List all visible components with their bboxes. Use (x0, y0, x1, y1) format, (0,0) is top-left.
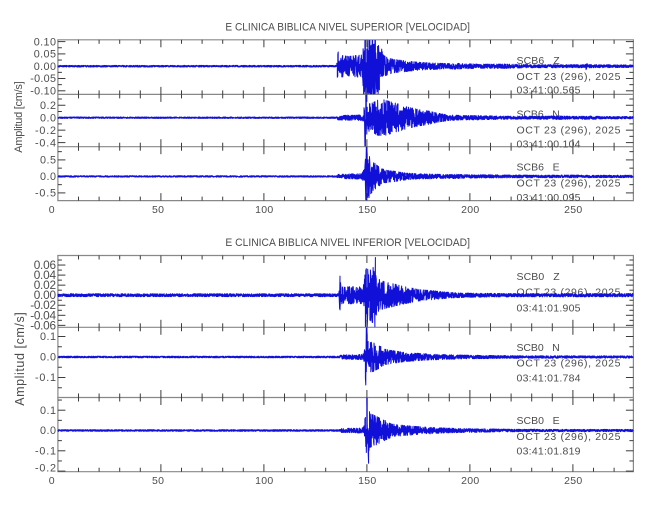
svg-text:Amplitud [cm/s]: Amplitud [cm/s] (13, 81, 25, 152)
svg-text:0.05: 0.05 (34, 49, 56, 61)
svg-text:-0.4: -0.4 (35, 137, 56, 149)
svg-text:0.5: 0.5 (40, 155, 56, 167)
svg-text:-0.1: -0.1 (35, 446, 56, 458)
svg-text:50: 50 (152, 475, 164, 487)
svg-text:03:41:00.565: 03:41:00.565 (517, 85, 581, 97)
svg-text:-0.02: -0.02 (30, 298, 56, 312)
svg-text:SCB6 Z: SCB6 Z (517, 55, 561, 67)
svg-text:-0.2: -0.2 (35, 463, 56, 475)
svg-text:200: 200 (461, 475, 479, 487)
svg-text:-0.1: -0.1 (35, 372, 56, 384)
svg-text:E CLINICA BIBLICA NIVEL SUPERI: E CLINICA BIBLICA NIVEL SUPERIOR [VELOCI… (225, 22, 470, 34)
svg-text:OCT 23 (296), 2025: OCT 23 (296), 2025 (517, 358, 621, 370)
svg-text:03:41:00.104: 03:41:00.104 (517, 138, 581, 150)
svg-text:SCB0 Z: SCB0 Z (517, 271, 561, 283)
svg-text:OCT 23 (296), 2025: OCT 23 (296), 2025 (517, 125, 621, 137)
svg-text:SCB6 E: SCB6 E (517, 161, 560, 173)
svg-text:150: 150 (358, 204, 376, 216)
svg-text:-0.05: -0.05 (30, 73, 56, 85)
svg-text:-0.2: -0.2 (35, 125, 56, 137)
svg-text:03:41:01.905: 03:41:01.905 (517, 303, 581, 315)
svg-text:0.1: 0.1 (40, 405, 56, 417)
svg-text:0.0: 0.0 (40, 171, 56, 183)
svg-text:0.1: 0.1 (40, 331, 56, 343)
svg-text:SCB0 N: SCB0 N (517, 342, 560, 354)
svg-text:0.2: 0.2 (40, 100, 56, 112)
svg-text:-0.04: -0.04 (30, 308, 56, 322)
svg-text:0.06: 0.06 (34, 258, 57, 272)
svg-text:OCT 23 (296), 2025: OCT 23 (296), 2025 (517, 178, 621, 190)
svg-text:250: 250 (564, 204, 582, 216)
svg-text:100: 100 (255, 475, 273, 487)
svg-text:SCB0 E: SCB0 E (517, 415, 560, 427)
svg-text:50: 50 (152, 204, 164, 216)
svg-text:200: 200 (461, 204, 479, 216)
svg-text:OCT 23 (296), 2025: OCT 23 (296), 2025 (517, 431, 621, 443)
svg-text:0.00: 0.00 (34, 288, 57, 302)
svg-text:03:41:00.095: 03:41:00.095 (517, 192, 581, 204)
svg-text:-0.06: -0.06 (30, 318, 56, 332)
svg-text:-0.10: -0.10 (30, 86, 56, 98)
svg-text:0.0: 0.0 (40, 352, 56, 364)
svg-text:03:41:01.784: 03:41:01.784 (517, 373, 581, 385)
svg-text:0: 0 (49, 475, 55, 487)
svg-text:0.10: 0.10 (34, 36, 56, 48)
svg-text:OCT 23 (296), 2025: OCT 23 (296), 2025 (517, 71, 621, 83)
svg-text:03:41:01.819: 03:41:01.819 (517, 446, 581, 458)
svg-text:-0.5: -0.5 (35, 188, 56, 200)
svg-text:E CLINICA BIBLICA NIVEL INFERI: E CLINICA BIBLICA NIVEL INFERIOR [VELOCI… (225, 237, 470, 249)
svg-text:250: 250 (564, 475, 582, 487)
svg-text:100: 100 (255, 204, 273, 216)
svg-text:0.00: 0.00 (34, 61, 56, 73)
svg-text:0: 0 (49, 204, 55, 216)
svg-text:0.02: 0.02 (34, 278, 56, 292)
svg-text:0.0: 0.0 (40, 112, 56, 124)
svg-text:0.0: 0.0 (40, 425, 56, 437)
svg-text:Amplitud [cm/s]: Amplitud [cm/s] (13, 312, 27, 406)
svg-text:150: 150 (358, 475, 376, 487)
svg-text:0.04: 0.04 (34, 268, 57, 282)
